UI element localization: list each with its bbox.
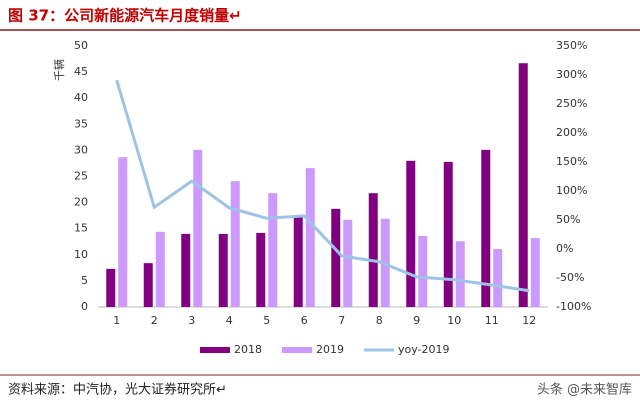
y-tick-label: 40 [74,91,88,104]
y-tick-label: 45 [74,65,88,78]
y-tick-label: 30 [74,143,88,156]
y-tick-label: 20 [74,196,88,209]
chart-title: 图 37：公司新能源汽车月度销量↵ [8,7,242,25]
bar [530,238,540,307]
bar [181,233,191,307]
bar [118,157,128,307]
y2-tick-label: 100% [556,184,587,197]
bar [331,208,341,307]
bar [218,233,228,307]
x-tick-label: 3 [188,314,195,327]
y-tick-label: 25 [74,170,88,183]
y2-tick-label: -100% [556,300,591,313]
y2-tick-label: 150% [556,155,587,168]
y-tick-label: 35 [74,117,88,130]
bar [406,160,416,307]
legend-label: 2018 [234,343,262,356]
legend-label: 2019 [316,343,344,356]
line [115,79,530,293]
y2-tick-label: 50% [556,213,580,226]
y-tick-label: 10 [74,248,88,261]
y2-tick-label: 200% [556,126,587,139]
y-tick-label: 50 [74,39,88,52]
y2-tick-label: -50% [556,271,584,284]
watermark: 头条 @未来智库 [537,382,632,398]
bar [481,149,491,307]
bar [368,193,378,307]
x-tick-label: 11 [485,314,499,327]
y-tick-label: 15 [74,222,88,235]
bar [155,231,165,307]
y2-tick-label: 250% [556,97,587,110]
bar [493,249,503,307]
y2-tick-label: 350% [556,39,587,52]
y-tick-label: 0 [81,300,88,313]
bar [143,263,153,307]
y-tick-label: 5 [81,274,88,287]
bar [193,149,203,307]
x-tick-label: 12 [522,314,536,327]
bar [268,193,278,307]
y2-tick-label: 300% [556,68,587,81]
bar [343,219,353,307]
bar [455,241,465,307]
x-tick-label: 7 [338,314,345,327]
bar [443,161,453,307]
bar [230,181,240,307]
y2-tick-label: 0% [556,242,573,255]
bar [256,232,266,307]
bar [418,236,428,307]
y-axis-label: 千辆 [52,59,66,81]
bar [518,63,528,308]
x-tick-label: 1 [113,314,120,327]
x-tick-label: 4 [226,314,233,327]
legend-label: yoy-2019 [398,343,450,356]
x-tick-label: 5 [263,314,270,327]
x-tick-label: 10 [447,314,461,327]
x-tick-label: 2 [151,314,158,327]
x-tick-label: 9 [413,314,420,327]
x-tick-label: 8 [376,314,383,327]
bar [305,168,315,307]
bar [293,217,303,307]
bar [106,268,116,307]
legend-swatch [282,347,312,353]
x-tick-label: 6 [301,314,308,327]
legend-swatch [200,347,230,353]
source: 资料来源：中汽协，光大证券研究所↵ [8,382,227,398]
